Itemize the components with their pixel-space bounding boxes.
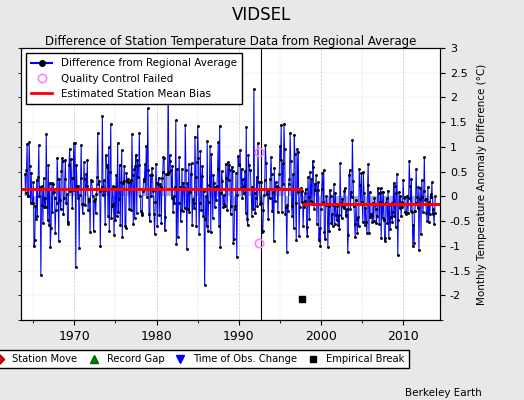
Text: VIDSEL: VIDSEL: [232, 6, 292, 24]
Legend: Station Move, Record Gap, Time of Obs. Change, Empirical Break: Station Move, Record Gap, Time of Obs. C…: [0, 350, 409, 368]
Title: Difference of Station Temperature Data from Regional Average: Difference of Station Temperature Data f…: [45, 35, 416, 48]
Text: Berkeley Earth: Berkeley Earth: [406, 388, 482, 398]
Y-axis label: Monthly Temperature Anomaly Difference (°C): Monthly Temperature Anomaly Difference (…: [477, 63, 487, 305]
